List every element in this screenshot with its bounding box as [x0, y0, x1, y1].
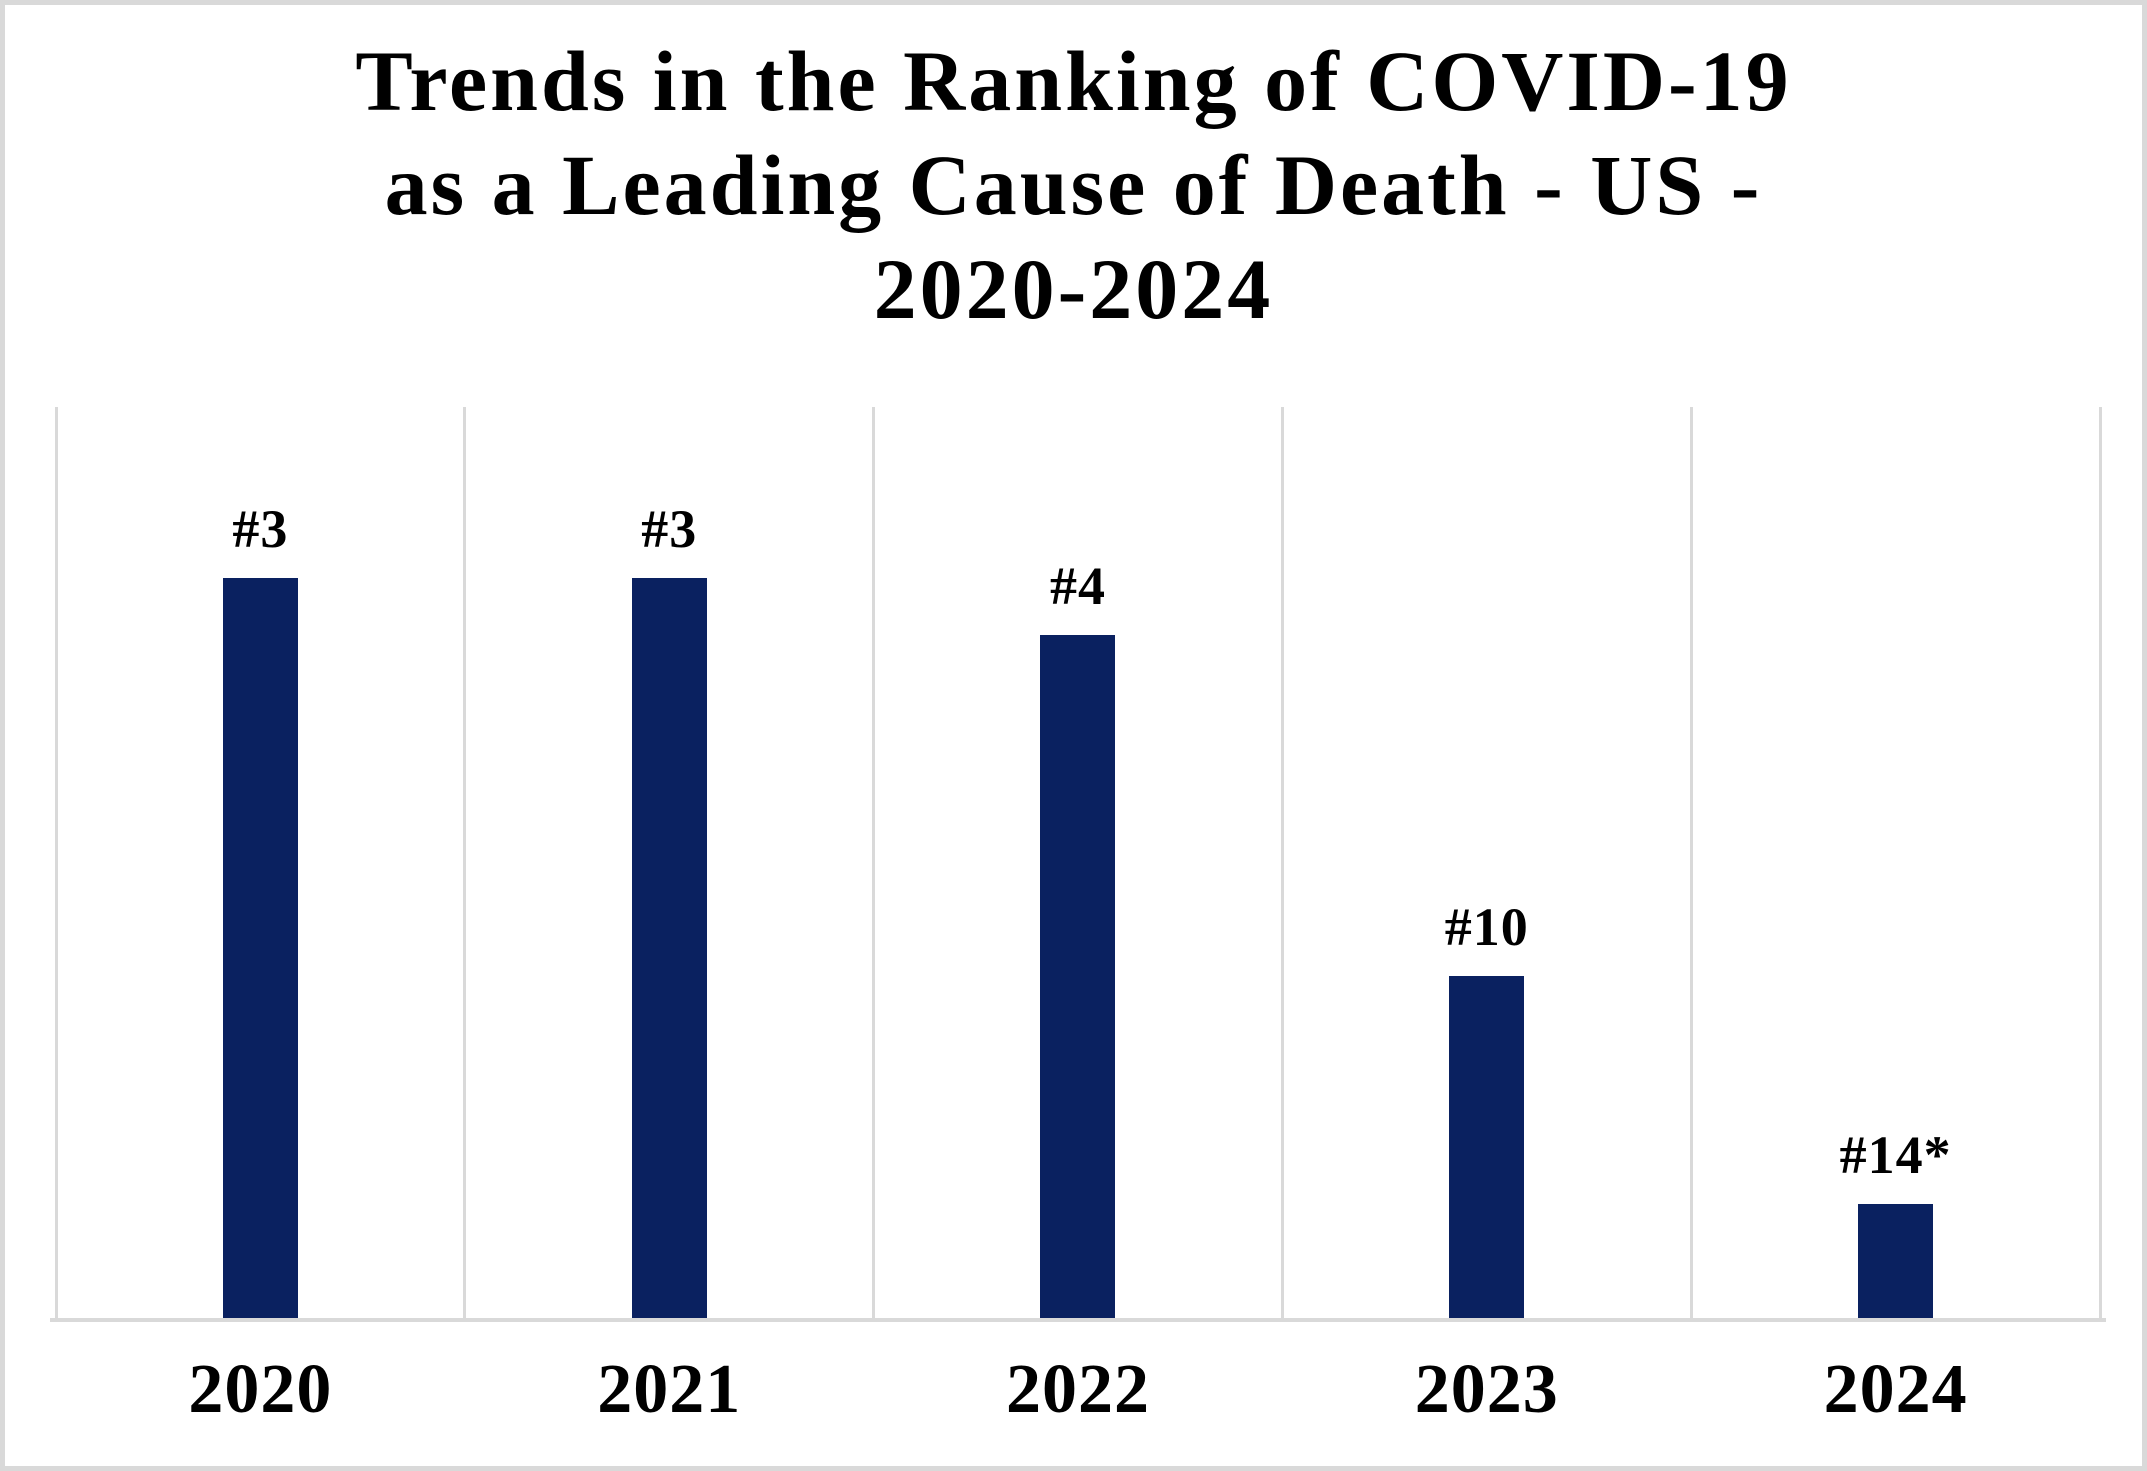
bar-column-2021: #3	[465, 407, 874, 1318]
bar-value-label-2024: #14*	[1839, 1125, 1952, 1186]
x-axis: 2020 2021 2022 2023 2024	[56, 1355, 2100, 1445]
bar-value-label-2021: #3	[641, 498, 698, 559]
x-axis-label-2024: 2024	[1823, 1351, 1968, 1428]
bar-value-label-2020: #3	[232, 498, 289, 559]
vertical-gridline	[2098, 407, 2102, 1318]
bar-2020	[222, 577, 298, 1318]
x-axis-label-2023: 2023	[1414, 1351, 1559, 1428]
vertical-gridline	[54, 407, 58, 1318]
chart-title-line-3: 2020-2024	[873, 241, 1274, 337]
plot-area: #3 #3 #4 #10 #14*	[50, 407, 2106, 1322]
bar-2024	[1858, 1204, 1934, 1318]
x-axis-label-2022: 2022	[1005, 1351, 1150, 1428]
bar-column-2024: #14*	[1691, 407, 2100, 1318]
vertical-gridline	[1280, 407, 1284, 1318]
bar-value-label-2023: #10	[1444, 897, 1529, 958]
vertical-gridline	[463, 407, 467, 1318]
chart-title-line-2: as a Leading Cause of Death - US -	[384, 137, 1763, 233]
x-axis-label-2021: 2021	[597, 1351, 742, 1428]
bar-value-label-2022: #4	[1049, 555, 1106, 616]
bar-2023	[1449, 976, 1525, 1318]
bar-column-2020: #3	[56, 407, 465, 1318]
x-axis-line	[50, 1318, 2106, 1322]
bar-2021	[631, 577, 707, 1318]
x-axis-label-2020: 2020	[188, 1351, 333, 1428]
bar-column-2023: #10	[1282, 407, 1691, 1318]
chart-title-line-1: Trends in the Ranking of COVID-19	[355, 33, 1792, 129]
vertical-gridline	[1689, 407, 1693, 1318]
chart-title: Trends in the Ranking of COVID-19 as a L…	[5, 29, 2142, 341]
bar-2022	[1040, 634, 1116, 1318]
vertical-gridline	[872, 407, 876, 1318]
bar-column-2022: #4	[874, 407, 1283, 1318]
